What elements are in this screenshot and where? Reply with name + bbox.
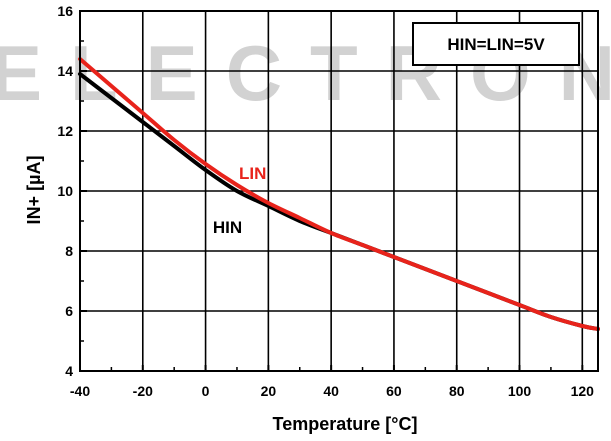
series-lines <box>78 57 600 331</box>
x-tick-label: 0 <box>202 383 210 399</box>
annotation-lin: LIN <box>239 164 266 183</box>
x-tick-label: 60 <box>386 383 402 399</box>
y-tick-label: 10 <box>57 183 73 199</box>
series-line-lin <box>78 57 600 331</box>
legend-box-text: HIN=LIN=5V <box>447 35 545 54</box>
y-tick-label: 14 <box>57 63 73 79</box>
x-tick-label: -20 <box>133 383 153 399</box>
y-tick-label: 4 <box>65 363 73 379</box>
ticks: -40 -20 0 20 40 60 80 100 120 4 6 8 10 12 14 16 <box>57 3 594 399</box>
y-tick-label: 16 <box>57 3 73 19</box>
x-tick-label: 80 <box>449 383 465 399</box>
x-tick-label: 40 <box>323 383 339 399</box>
y-tick-label: 12 <box>57 123 73 139</box>
y-tick-label: 8 <box>65 243 73 259</box>
x-tick-label: -40 <box>70 383 90 399</box>
legend-box: HIN=LIN=5V <box>412 22 580 66</box>
x-axis-title: Temperature [°C] <box>273 414 418 434</box>
annotations: LIN HIN <box>213 164 266 237</box>
legend-box-frame <box>412 22 580 66</box>
annotation-hin: HIN <box>213 218 242 237</box>
y-tick-label: 6 <box>65 303 73 319</box>
x-tick-label: 100 <box>508 383 532 399</box>
x-tick-label: 20 <box>261 383 277 399</box>
y-axis-title: IN+ [µA] <box>24 156 44 225</box>
x-tick-label: 120 <box>571 383 595 399</box>
